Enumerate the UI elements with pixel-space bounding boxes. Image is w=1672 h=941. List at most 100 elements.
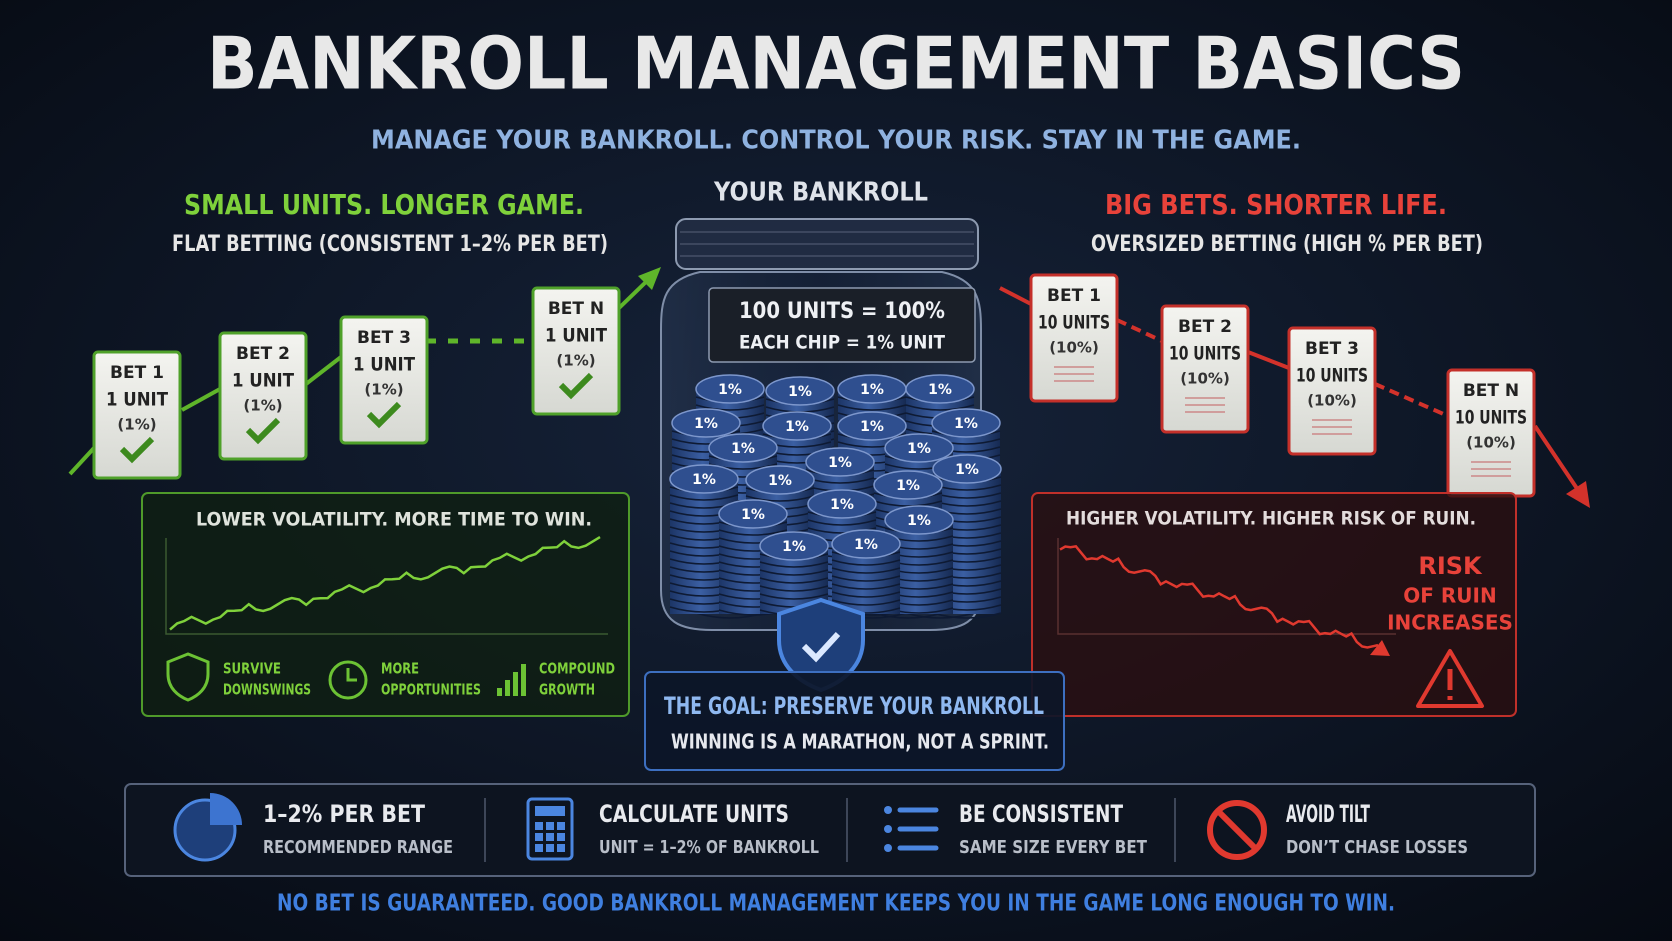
right-sparkline	[1059, 544, 1379, 649]
calculator-key	[546, 844, 554, 852]
right-arrowhead	[1370, 640, 1390, 656]
chip-edge	[831, 559, 901, 566]
tip-title: 1–2% PER BET	[263, 800, 426, 828]
bet-pct: (10%)	[1180, 370, 1230, 388]
list-dot	[884, 825, 892, 833]
growth-bar	[513, 672, 518, 696]
chip-label: 1%	[718, 382, 742, 398]
red-connector	[1247, 350, 1290, 370]
chip-label: 1%	[907, 441, 931, 457]
benefit-text: SURVIVE	[223, 660, 281, 678]
chip-top	[932, 454, 1002, 484]
bet-pct: (1%)	[117, 416, 156, 434]
red-arrowhead	[1566, 481, 1590, 508]
goal-text: WINNING IS A MARATHON, NOT A SPRINT.	[671, 730, 1049, 754]
calculator-key	[546, 833, 554, 841]
benefit-text: MORE	[381, 660, 419, 678]
bet-card	[531, 286, 621, 416]
chip-edge	[759, 561, 829, 568]
benefit-text: COMPOUND	[539, 660, 615, 678]
chip-top	[873, 470, 943, 500]
content: BET 1 1 UNIT (1%) BET 2 1 UNIT (1%) BET 3 1 UNI…	[68, 218, 1590, 877]
chip-label: 1%	[860, 419, 884, 435]
chip-top	[669, 464, 739, 494]
chip-label: 1%	[955, 462, 979, 478]
right-heading: BIG BETS. SHORTER LIFE.	[1105, 188, 1447, 221]
bet-pct: (10%)	[1049, 339, 1099, 357]
bet-label: BET 1	[110, 363, 164, 383]
bet-pct: (10%)	[1307, 392, 1357, 410]
green-connector	[68, 446, 96, 476]
bet-label: BET N	[1463, 381, 1519, 401]
bet-card	[1029, 273, 1119, 403]
chip-label: 1%	[954, 416, 978, 432]
green-connector	[181, 387, 221, 412]
green-arrowhead	[638, 267, 661, 290]
list-dot	[884, 844, 892, 852]
chip-top	[837, 411, 907, 441]
chip-top	[931, 408, 1001, 438]
left-panel	[141, 492, 630, 717]
chip-top	[718, 499, 788, 529]
chip-edge	[831, 575, 901, 582]
chip-label: 1%	[692, 472, 716, 488]
calculator-key	[557, 822, 565, 830]
check-mark	[119, 436, 155, 464]
left-panel-title: LOWER VOLATILITY. MORE TIME TO WIN.	[196, 509, 592, 531]
calculator-key	[546, 822, 554, 830]
jar-label-line: EACH CHIP = 1% UNIT	[739, 332, 945, 354]
chip-top	[807, 489, 877, 519]
jar-title: YOUR BANKROLL	[713, 178, 928, 208]
calculator-key	[535, 833, 543, 841]
chip-label: 1%	[854, 537, 878, 553]
chip-label: 1%	[741, 507, 765, 523]
chip-edge	[718, 529, 788, 536]
red-connector	[1374, 382, 1449, 418]
chip-edge	[807, 519, 877, 526]
chip-edge	[695, 404, 765, 411]
footer: NO BET IS GUARANTEED. GOOD BANKROLL MANA…	[277, 891, 1395, 917]
chip-edge	[831, 583, 901, 590]
chip-label: 1%	[694, 416, 718, 432]
title: BANKROLL MANAGEMENT BASICS	[207, 22, 1465, 106]
benefit-text: GROWTH	[539, 681, 595, 699]
bet-label: BET 2	[1178, 317, 1232, 337]
chip-edge	[759, 585, 829, 592]
chip-top	[905, 374, 975, 404]
chip-top	[695, 374, 765, 404]
bet-pct: (10%)	[1466, 434, 1516, 452]
left-sparkline	[169, 536, 601, 631]
clock-icon	[328, 660, 368, 700]
pie-slice	[210, 793, 242, 825]
bet-card	[92, 350, 182, 480]
bet-units: 1 UNIT	[106, 389, 168, 411]
bet-card	[218, 331, 308, 461]
chip-edge	[837, 404, 907, 411]
chip-top	[884, 505, 954, 535]
tip-title: CALCULATE UNITS	[599, 800, 789, 828]
chip-edge	[759, 593, 829, 600]
goal-box	[644, 671, 1065, 771]
benefit-text: OPPORTUNITIES	[381, 681, 481, 699]
bet-pct: (1%)	[556, 352, 595, 370]
bet-label: BET N	[548, 299, 604, 319]
goal-title: THE GOAL: PRESERVE YOUR BANKROLL	[664, 692, 1044, 720]
risk-text: OF RUIN	[1403, 584, 1496, 608]
calculator-key	[535, 844, 543, 852]
right-chart-frame	[1057, 538, 1396, 635]
no-slash	[1215, 808, 1259, 852]
chip-edge	[831, 567, 901, 574]
calculator-key	[557, 833, 565, 841]
growth-bar	[505, 680, 510, 696]
chip-top	[745, 465, 815, 495]
right-panel	[1031, 492, 1517, 717]
bet-label: BET 3	[1305, 339, 1359, 359]
bet-units: 1 UNIT	[232, 370, 294, 392]
chip-edge	[873, 500, 943, 507]
chip-label: 1%	[785, 419, 809, 435]
chip-top	[831, 529, 901, 559]
tip-text: DON’T CHASE LOSSES	[1286, 837, 1468, 858]
chip-label: 1%	[782, 539, 806, 555]
bet-units: 10 UNITS	[1296, 365, 1368, 387]
warning-icon	[1416, 649, 1484, 708]
